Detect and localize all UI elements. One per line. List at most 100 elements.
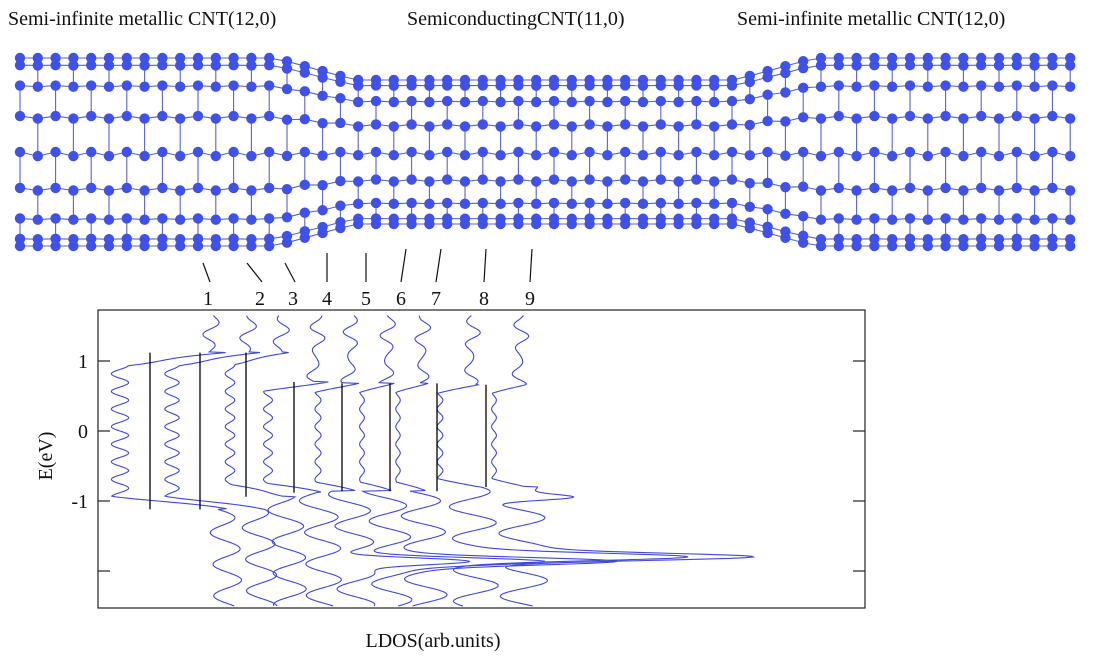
site-label: 8 (479, 288, 489, 310)
atom (958, 81, 969, 92)
atom (139, 60, 150, 71)
atom (815, 240, 827, 252)
atom (14, 240, 26, 252)
atom (531, 149, 542, 161)
atom (14, 80, 26, 91)
atom (1047, 52, 1058, 64)
atom (210, 150, 221, 162)
site-label: 2 (255, 288, 265, 310)
ldos-curve-site-2 (163, 315, 278, 607)
site-leader-lines (202, 248, 533, 283)
atom (495, 121, 506, 132)
atom (655, 197, 666, 209)
atom (317, 150, 328, 161)
atom (335, 76, 346, 87)
atom (317, 118, 328, 129)
atom (904, 240, 916, 252)
atom (424, 96, 435, 108)
atom (887, 60, 898, 71)
atom (815, 150, 827, 162)
atom (833, 240, 844, 252)
atom (744, 177, 755, 189)
atom (513, 197, 524, 209)
atom (424, 218, 435, 230)
atom (922, 52, 933, 64)
atom (780, 208, 791, 220)
atom (1029, 150, 1040, 162)
atom (139, 240, 150, 252)
atom (139, 214, 150, 225)
atom (157, 80, 168, 91)
atom (744, 119, 755, 131)
atom (584, 95, 595, 107)
atom (851, 113, 862, 124)
atom (388, 80, 399, 91)
atom (637, 198, 649, 210)
atom (798, 210, 809, 222)
atom (86, 110, 97, 122)
atom (370, 218, 382, 230)
atom (744, 93, 755, 105)
atom (815, 113, 827, 124)
atom (157, 233, 168, 245)
atom (442, 197, 453, 209)
atom (548, 80, 560, 91)
atom (299, 67, 310, 78)
atom (531, 96, 542, 108)
atom (1065, 60, 1076, 71)
atom (335, 200, 346, 211)
atom (655, 119, 666, 130)
leader-line (483, 248, 487, 283)
atom (869, 80, 880, 91)
atom (887, 185, 898, 196)
atom (50, 233, 61, 245)
site-label: 6 (396, 288, 406, 310)
atom (192, 146, 204, 158)
atom (264, 213, 275, 224)
atom (833, 146, 844, 158)
site-label: 5 (361, 288, 371, 310)
atom (406, 146, 417, 158)
atom (976, 213, 987, 224)
atom (531, 176, 542, 187)
atom (353, 80, 364, 91)
y-axis-label: E(eV) (35, 432, 57, 481)
atom (442, 95, 453, 107)
ldos-curve-site-7 (395, 315, 618, 607)
atom (1011, 182, 1022, 194)
site-label: 1 (203, 288, 213, 310)
atom (958, 240, 969, 252)
site-label: 4 (322, 288, 332, 310)
atom (691, 174, 702, 185)
atom (210, 185, 221, 196)
atom (602, 198, 613, 210)
atom (887, 52, 898, 64)
atom (531, 121, 542, 132)
atom (264, 240, 275, 252)
atom (1065, 52, 1076, 64)
atom (210, 240, 221, 252)
atom (442, 218, 453, 230)
atom (68, 81, 79, 92)
atom (388, 96, 399, 108)
atom (851, 60, 862, 71)
atom (637, 218, 649, 230)
atom (86, 182, 97, 194)
atom (459, 80, 471, 91)
atom (566, 198, 577, 210)
atom (904, 59, 916, 71)
atom (442, 80, 453, 91)
atom (958, 150, 969, 162)
atom (228, 146, 239, 158)
atom (68, 185, 79, 196)
atom (513, 119, 524, 130)
atom (904, 146, 916, 158)
atom (869, 52, 880, 64)
site-label: 9 (525, 288, 535, 310)
atom (976, 182, 987, 194)
atom (175, 113, 186, 124)
atom (406, 218, 417, 230)
atom (958, 185, 969, 196)
atom (192, 59, 204, 71)
atom (317, 205, 328, 216)
